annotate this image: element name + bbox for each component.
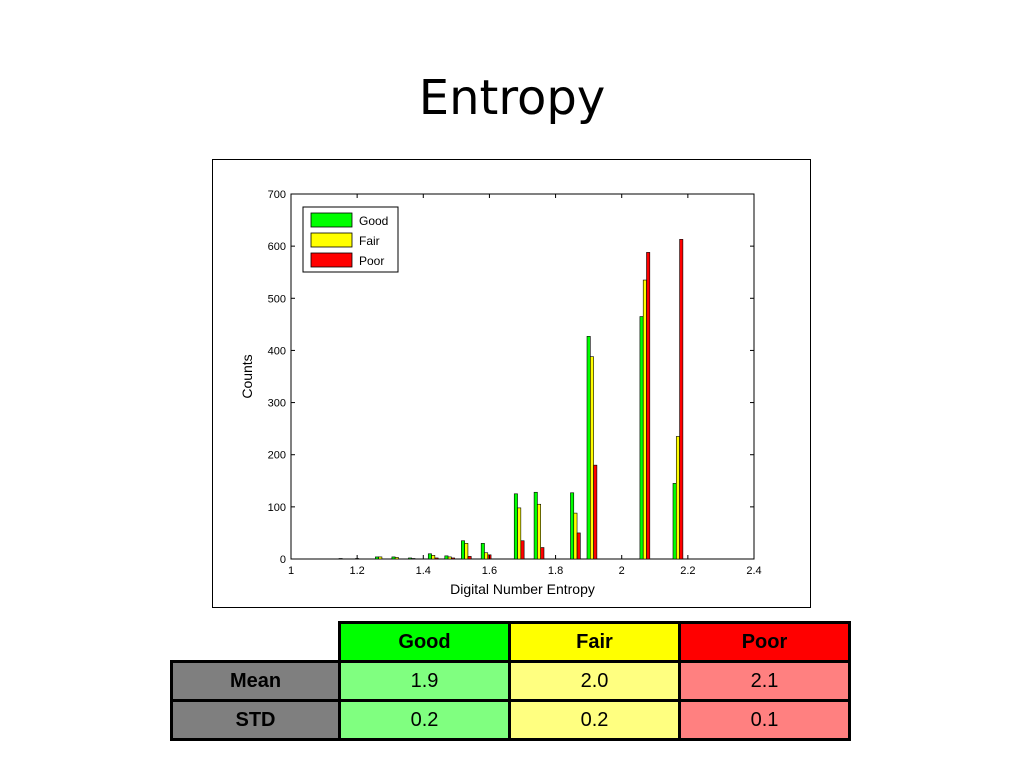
y-tick-label: 400 [268,345,286,357]
stats-cell: 0.2 [508,699,681,741]
bar-fair [447,556,452,560]
x-axis-label: Digital Number Entropy [450,581,595,597]
y-tick-label: 200 [268,450,286,462]
bar-poor [593,464,598,560]
bar-fair [573,512,578,560]
bar-good [408,557,413,560]
legend-label-poor: Poor [359,254,384,268]
bar-good [570,492,575,560]
stats-table: Good Fair Poor Mean 1.9 2.0 2.1 STD 0.2 … [170,621,851,741]
bar-fair [642,279,647,560]
stats-header-fair: Fair [508,621,681,663]
bar-good [444,555,449,560]
bar-poor [646,252,651,560]
bar-good [639,316,644,560]
legend-swatch-good [310,212,353,228]
x-tick-label: 1.2 [349,565,364,577]
slide-title: Entropy [418,70,606,126]
bar-good [375,556,379,560]
bar-poor [520,540,525,560]
bar-fair [484,552,489,560]
stats-corner-cell [172,623,340,662]
stats-header-row: Good Fair Poor [172,621,851,663]
bar-fair [378,556,383,560]
bar-good [480,543,485,560]
bar-fair [411,558,416,560]
bar-fair [394,557,399,560]
bar-good [427,553,432,560]
bar-fair [431,555,436,560]
bar-poor [467,556,472,560]
stats-cell: 0.1 [678,699,851,741]
stats-header-poor: Poor [678,621,851,663]
stats-cell: 2.0 [508,660,681,702]
legend-swatch-poor [310,252,353,268]
bar-good [338,558,343,560]
x-tick-label: 2.2 [680,565,695,577]
stats-header-good: Good [338,621,511,663]
bar-good [533,491,538,560]
y-tick-label: 0 [280,554,286,566]
stats-row-mean: Mean 1.9 2.0 2.1 [170,660,851,702]
bar-fair [464,543,469,560]
bar-fair [517,507,522,560]
legend-label-fair: Fair [359,234,380,248]
stats-cell: 1.9 [338,660,511,702]
y-tick-label: 300 [268,398,286,410]
legend-label-good: Good [359,214,388,228]
stats-row-label: STD [170,699,341,741]
x-tick-label: 1 [288,565,294,577]
bar-poor [679,239,684,560]
bar-good [461,540,465,560]
y-tick-label: 700 [268,189,286,201]
y-tick-label: 500 [268,293,286,305]
y-tick-label: 100 [268,502,286,514]
entropy-histogram: 1 1.2 1.4 1.6 1.8 2 2.2 2.4 0 100 200 300 400 500 600 7… [239,189,762,597]
bar-fair [675,436,680,560]
bar-good [391,556,396,560]
chart-figure: 1 1.2 1.4 1.6 1.8 2 2.2 2.4 0 100 200 300 400 500 600 7… [212,159,811,608]
bar-fair [589,356,594,560]
x-tick-label: 1.8 [548,565,563,577]
stats-row-std: STD 0.2 0.2 0.1 [170,699,851,741]
bar-poor [576,532,581,560]
bar-poor [451,557,455,560]
stats-cell: 0.2 [338,699,511,741]
bar-fair [537,503,541,560]
bar-good [672,483,677,560]
y-axis-label: Counts [239,354,255,398]
stats-row-label: Mean [170,660,341,702]
x-tick-label: 1.6 [482,565,497,577]
bar-good [586,336,591,560]
x-tick-label: 2.4 [746,565,761,577]
legend-swatch-fair [310,232,353,248]
y-tick-label: 600 [268,241,286,253]
x-tick-label: 1.4 [416,565,431,577]
bar-poor [434,557,439,560]
bar-poor [540,547,545,560]
stats-cell: 2.1 [678,660,851,702]
x-tick-label: 2 [619,565,625,577]
bar-good [513,493,518,560]
